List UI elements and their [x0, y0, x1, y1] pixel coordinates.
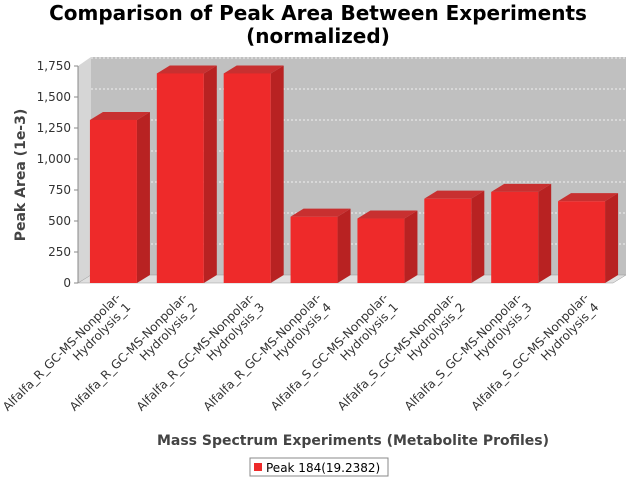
bar-top	[89, 111, 150, 120]
bar-front	[558, 201, 606, 283]
y-tick-label: 250	[48, 245, 71, 259]
bar-front	[357, 218, 405, 283]
y-tick-label: 0	[63, 276, 71, 290]
bar-front	[89, 119, 137, 283]
bar-side	[404, 210, 418, 283]
y-tick-label: 1,750	[37, 59, 71, 73]
bar-top	[290, 208, 351, 217]
bar	[89, 111, 150, 283]
bar-front	[290, 216, 338, 283]
bar	[357, 210, 418, 283]
x-axis-tick-labels: Alfalfa_R_GC-MS-Nonpolar-Hydrolysis_1Alf…	[0, 290, 602, 423]
bar-side	[538, 183, 552, 283]
bar	[223, 65, 284, 283]
bar-top	[223, 65, 284, 74]
bar-side	[136, 111, 150, 283]
y-tick-label: 500	[48, 214, 71, 228]
legend-box	[249, 457, 389, 477]
bar-top	[491, 183, 552, 192]
bar-top	[357, 210, 418, 219]
bar-front	[223, 73, 271, 283]
bar-top	[558, 193, 619, 202]
bar	[558, 193, 619, 283]
x-axis-label: Mass Spectrum Experiments (Metabolite Pr…	[157, 433, 549, 449]
y-axis-ticks: 0 250 500 750 1,000 1,250 1,500 1,750	[37, 59, 78, 290]
bar-side	[471, 190, 485, 283]
bars	[89, 65, 619, 283]
plot-left-wall	[78, 57, 91, 283]
legend-swatch	[254, 463, 262, 471]
y-tick-label: 1,000	[37, 152, 71, 166]
chart-title-line2: (normalized)	[246, 24, 390, 48]
bar-side	[337, 208, 351, 283]
y-tick-label: 1,250	[37, 121, 71, 135]
bar-front	[424, 198, 472, 283]
bar	[290, 208, 351, 283]
bar-front	[156, 73, 204, 283]
bar	[156, 65, 217, 283]
bar-side	[203, 65, 217, 283]
chart-title-line1: Comparison of Peak Area Between Experime…	[49, 1, 587, 25]
bar	[491, 183, 552, 283]
bar-front	[491, 191, 539, 283]
bar-side	[605, 193, 619, 283]
legend: Peak 184(19.2382)	[249, 457, 389, 477]
y-axis-label: Peak Area (1e-3)	[13, 109, 29, 242]
y-tick-label: 750	[48, 183, 71, 197]
legend-label: Peak 184(19.2382)	[266, 461, 380, 475]
bar-top	[424, 190, 485, 199]
bar-side	[270, 65, 284, 283]
y-tick-label: 1,500	[37, 90, 71, 104]
x-tick-label: Alfalfa_S_GC-MS-Nonpolar-Hydrolysis_4	[469, 290, 602, 423]
bar-top	[156, 65, 217, 74]
bar	[424, 190, 485, 283]
